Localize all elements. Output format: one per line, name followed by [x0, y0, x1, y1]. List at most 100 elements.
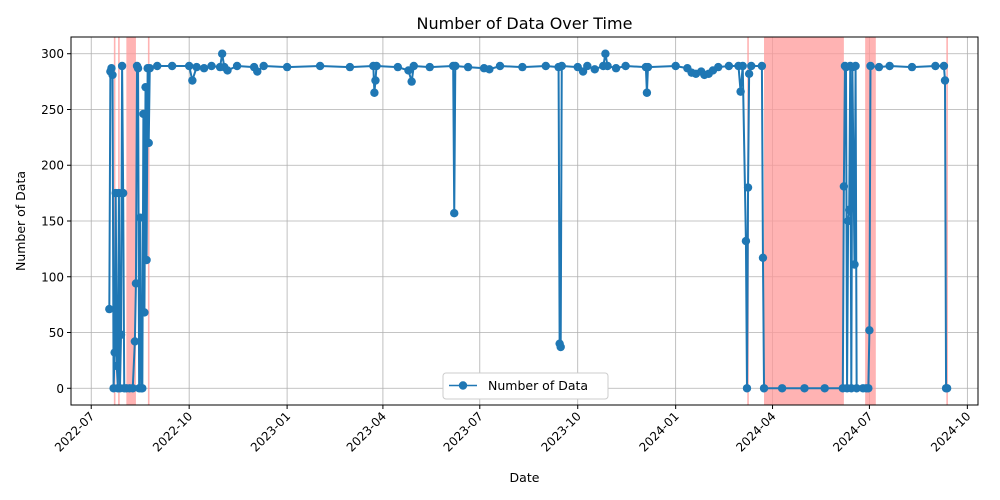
- data-point: [714, 62, 723, 72]
- y-tick-label: 150: [41, 215, 64, 229]
- y-tick-label: 300: [41, 47, 64, 61]
- data-point: [724, 61, 734, 71]
- data-point: [839, 182, 849, 191]
- data-point: [800, 384, 809, 393]
- data-point: [112, 361, 121, 371]
- data-point: [345, 62, 355, 72]
- data-point: [108, 70, 117, 80]
- data-point: [232, 61, 242, 71]
- data-point: [820, 384, 829, 393]
- data-point: [866, 61, 875, 71]
- y-tick-label: 0: [56, 382, 64, 396]
- data-point: [139, 109, 148, 119]
- data-point: [107, 64, 116, 73]
- shaded-region: [764, 37, 844, 405]
- legend-marker: [458, 381, 468, 390]
- shaded-region: [147, 37, 150, 405]
- data-point: [223, 66, 232, 75]
- data-point: [865, 326, 874, 335]
- data-point: [393, 62, 403, 72]
- data-point: [744, 69, 754, 79]
- data-point: [942, 384, 952, 393]
- data-point: [557, 61, 566, 71]
- data-point: [844, 205, 854, 215]
- data-point: [407, 77, 416, 86]
- data-point: [601, 49, 610, 58]
- data-point: [144, 138, 153, 148]
- legend-box: [442, 372, 609, 400]
- data-point: [777, 384, 787, 393]
- data-point: [450, 208, 459, 218]
- data-point: [138, 384, 147, 393]
- data-point: [907, 62, 917, 72]
- data-point: [370, 88, 379, 97]
- shaded-region: [946, 37, 948, 405]
- data-point: [541, 61, 550, 71]
- data-point: [485, 65, 494, 74]
- data-point: [885, 61, 894, 71]
- y-tick-label: 50: [49, 326, 64, 340]
- shaded-region: [126, 37, 136, 405]
- data-point: [852, 384, 861, 393]
- data-point: [940, 76, 950, 85]
- data-point: [141, 82, 150, 92]
- data-point: [371, 76, 380, 85]
- data-point: [135, 213, 145, 222]
- data-point: [518, 62, 527, 72]
- data-point: [188, 76, 197, 85]
- data-point: [850, 260, 859, 269]
- legend-label: Number of Data: [488, 378, 588, 393]
- data-point: [864, 384, 873, 393]
- data-point: [611, 64, 621, 73]
- chart-title: Number of Data Over Time: [417, 14, 633, 33]
- data-point: [741, 236, 751, 246]
- data-point: [931, 61, 940, 71]
- data-point: [758, 253, 768, 262]
- data-point: [621, 61, 630, 71]
- data-point: [874, 62, 884, 72]
- data-point: [253, 67, 262, 76]
- data-point: [282, 62, 292, 72]
- y-axis-label: Number of Data: [13, 171, 28, 271]
- data-point: [463, 62, 473, 72]
- data-point: [131, 279, 141, 288]
- y-tick-label: 200: [41, 159, 64, 173]
- data-point: [130, 337, 140, 346]
- data-point: [495, 61, 505, 71]
- data-point: [738, 61, 747, 71]
- data-point: [671, 61, 680, 71]
- data-point: [843, 216, 853, 226]
- data-point: [851, 61, 860, 71]
- data-point: [643, 62, 653, 72]
- data-point: [590, 65, 599, 74]
- data-point: [145, 64, 154, 73]
- data-point: [153, 61, 162, 71]
- data-point: [140, 308, 149, 317]
- data-point: [207, 61, 216, 71]
- legend: Number of Data: [442, 372, 609, 400]
- data-point: [116, 330, 126, 339]
- data-point: [451, 61, 460, 71]
- data-point: [372, 61, 381, 71]
- data-point: [939, 61, 949, 71]
- data-point: [128, 384, 137, 393]
- data-point: [736, 87, 745, 96]
- data-point: [556, 342, 565, 352]
- data-point: [757, 61, 767, 71]
- data-point: [167, 61, 177, 71]
- data-point: [199, 64, 209, 73]
- data-point: [110, 348, 119, 357]
- data-point: [747, 61, 756, 71]
- y-tick-label: 250: [41, 103, 64, 117]
- data-point: [133, 64, 143, 73]
- data-point: [409, 61, 418, 71]
- data-point: [105, 304, 114, 314]
- data-point: [603, 61, 612, 71]
- data-point: [759, 384, 769, 393]
- data-point: [259, 61, 268, 71]
- data-point: [315, 61, 325, 71]
- data-point: [117, 61, 127, 71]
- data-point: [425, 62, 434, 72]
- data-point: [118, 188, 128, 198]
